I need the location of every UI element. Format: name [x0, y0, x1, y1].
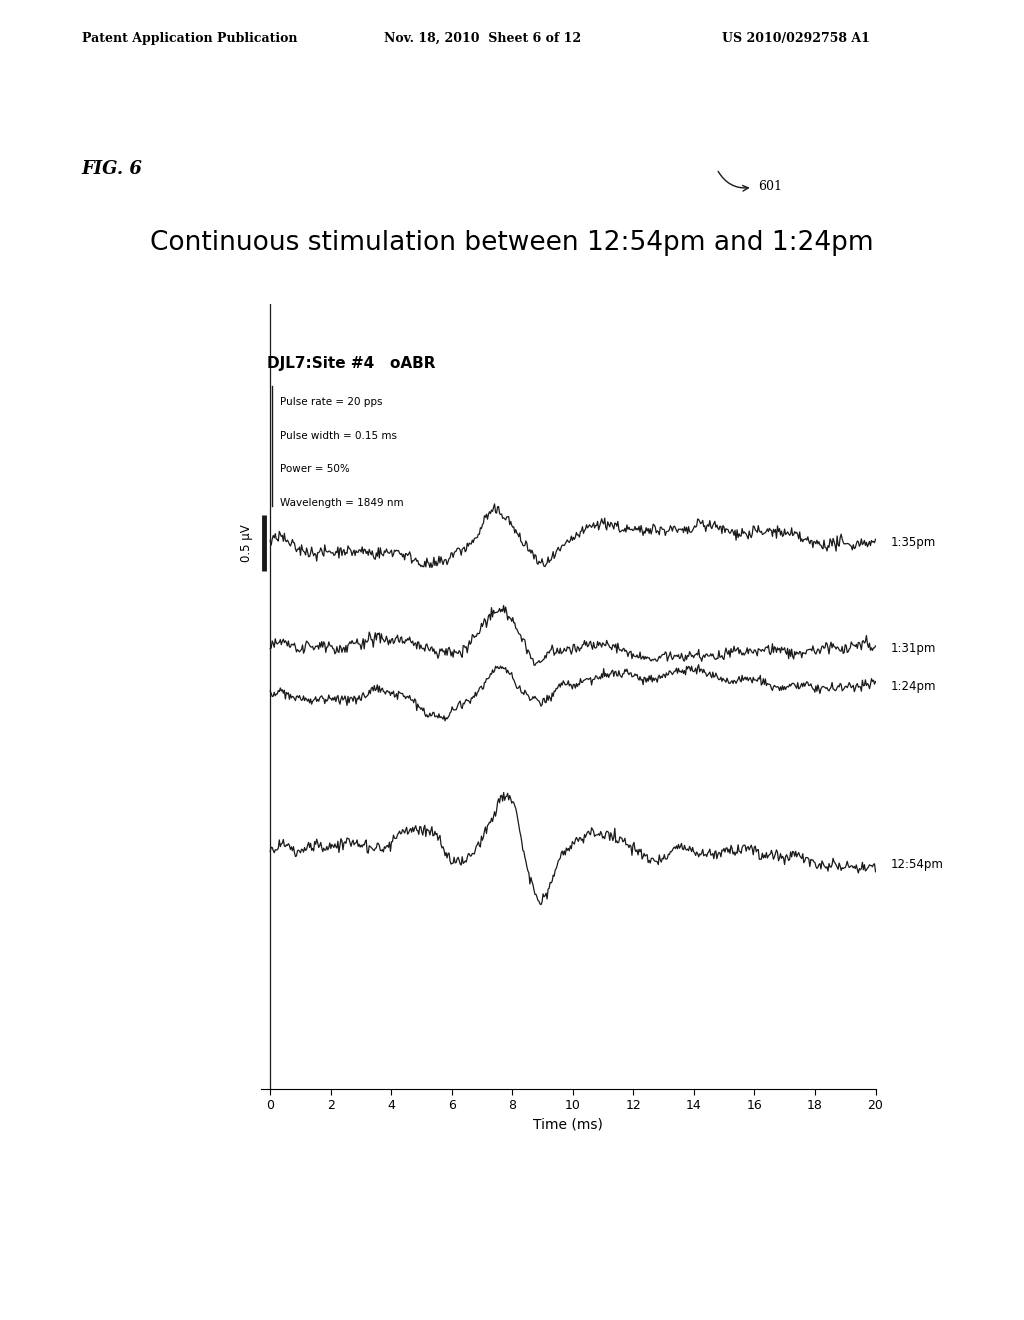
Text: 601: 601 — [758, 180, 781, 193]
Text: 12:54pm: 12:54pm — [891, 858, 943, 871]
Text: 1:24pm: 1:24pm — [891, 680, 936, 693]
Text: Patent Application Publication: Patent Application Publication — [82, 32, 297, 45]
Text: Continuous stimulation between 12:54pm and 1:24pm: Continuous stimulation between 12:54pm a… — [151, 230, 873, 256]
X-axis label: Time (ms): Time (ms) — [534, 1118, 603, 1133]
Text: 1:35pm: 1:35pm — [891, 536, 936, 549]
Text: Wavelength = 1849 nm: Wavelength = 1849 nm — [280, 498, 403, 508]
Text: Pulse rate = 20 pps: Pulse rate = 20 pps — [280, 397, 382, 407]
Text: FIG. 6: FIG. 6 — [82, 160, 142, 178]
Text: Nov. 18, 2010  Sheet 6 of 12: Nov. 18, 2010 Sheet 6 of 12 — [384, 32, 582, 45]
Text: DJL7:Site #4   oABR: DJL7:Site #4 oABR — [267, 356, 436, 371]
Text: 1:31pm: 1:31pm — [891, 642, 936, 655]
Text: US 2010/0292758 A1: US 2010/0292758 A1 — [722, 32, 869, 45]
Text: 0.5 μV: 0.5 μV — [241, 524, 253, 562]
Text: Pulse width = 0.15 ms: Pulse width = 0.15 ms — [280, 430, 396, 441]
Text: Power = 50%: Power = 50% — [280, 465, 349, 474]
